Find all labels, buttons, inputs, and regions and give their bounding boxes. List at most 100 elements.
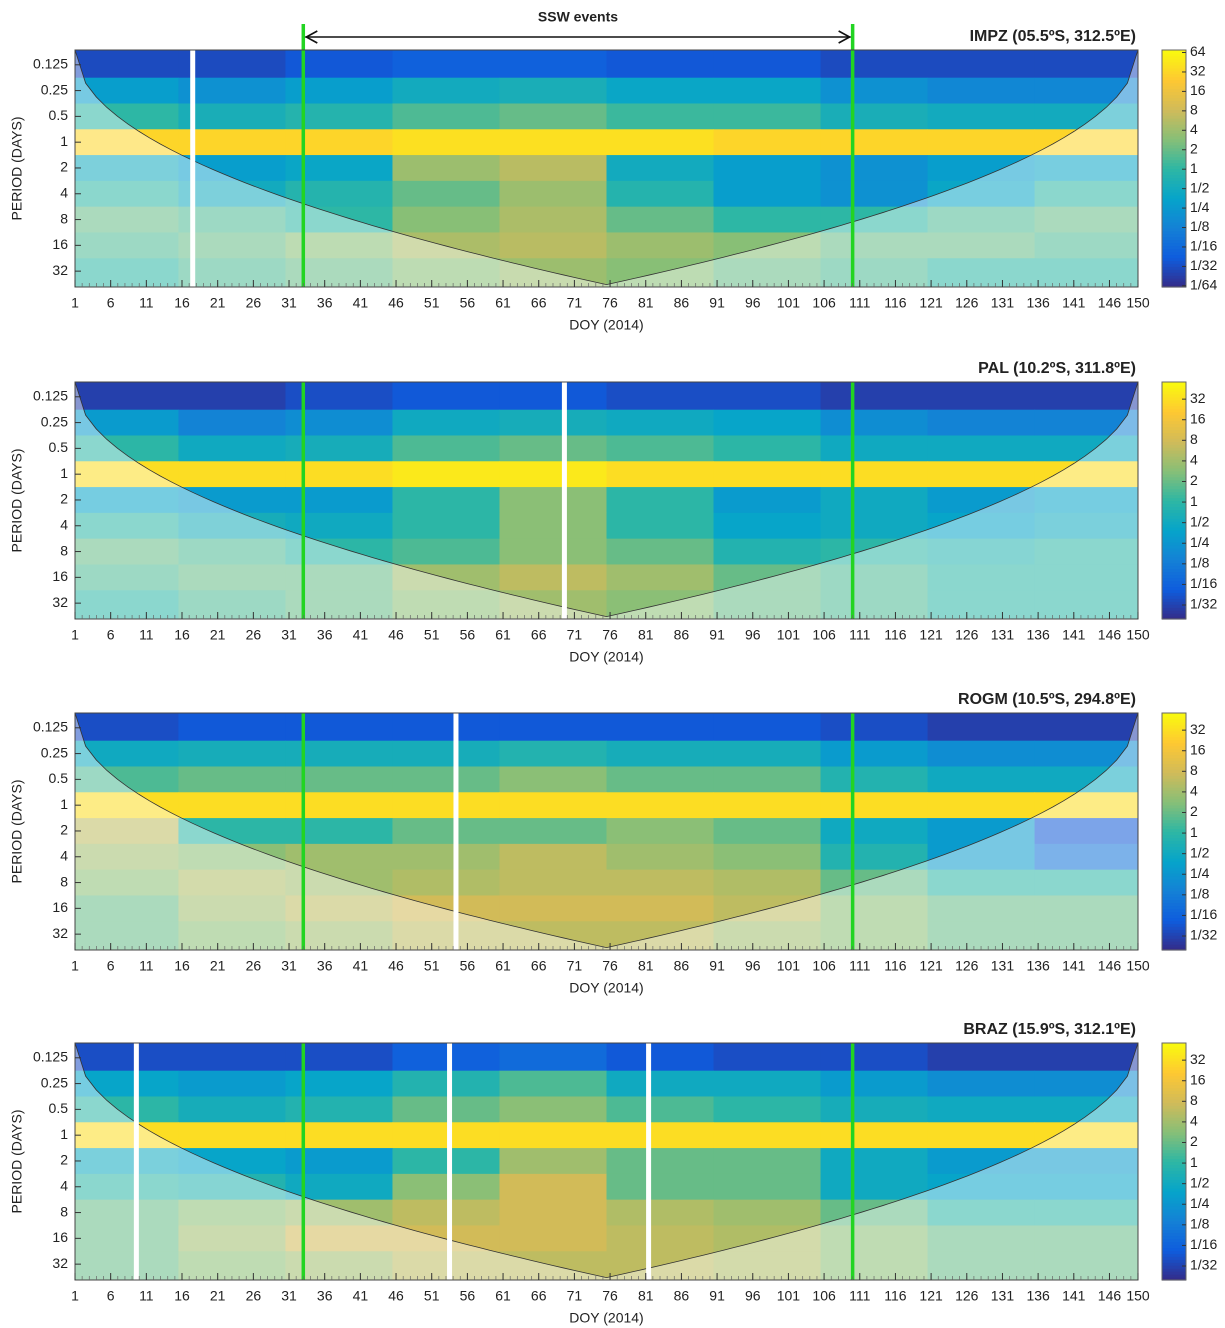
colorbar-step — [1162, 595, 1186, 599]
y-tick-label: 32 — [52, 262, 68, 278]
heatmap-cell — [1034, 77, 1138, 104]
x-tick-label: 41 — [353, 295, 369, 311]
heatmap-cell — [392, 564, 500, 591]
x-tick-label: 31 — [281, 295, 297, 311]
colorbar-tick-label: 1/8 — [1190, 1216, 1210, 1232]
heatmap-cell — [392, 155, 500, 182]
colorbar-step — [1162, 1087, 1186, 1091]
colorbar-tick-label: 1 — [1190, 493, 1198, 509]
heatmap-cell — [392, 50, 500, 79]
colorbar-step — [1162, 174, 1186, 178]
x-tick-label: 91 — [709, 295, 725, 311]
colorbar-tick-label: 1/8 — [1190, 218, 1210, 234]
colorbar-tick-label: 16 — [1190, 82, 1206, 98]
x-tick-label: 101 — [777, 627, 801, 643]
colorbar-step — [1162, 1247, 1186, 1251]
y-tick-label: 4 — [60, 516, 68, 532]
colorbar-step — [1162, 1048, 1186, 1053]
colorbar-step — [1162, 775, 1186, 779]
heatmap-cell — [392, 895, 500, 922]
colorbar-step — [1162, 423, 1186, 428]
data-gap — [133, 1043, 139, 1280]
heatmap-cell — [178, 713, 286, 742]
heatmap-cell — [75, 1199, 179, 1226]
colorbar-step — [1162, 944, 1186, 948]
x-tick-label: 71 — [567, 958, 583, 974]
heatmap-cell — [927, 1122, 1036, 1149]
heatmap-cell — [927, 1043, 1036, 1072]
heatmap-cell — [713, 180, 822, 208]
colorbar-step — [1162, 784, 1186, 788]
heatmap-cell — [820, 1122, 929, 1149]
x-tick-label: 36 — [317, 627, 333, 643]
colorbar-step — [1162, 1143, 1186, 1148]
heatmap-cell — [820, 843, 929, 871]
colorbar-step — [1162, 1277, 1186, 1281]
colorbar-step — [1162, 1262, 1186, 1266]
heatmap-cell — [499, 1148, 607, 1175]
colorbar-step — [1162, 497, 1186, 502]
colorbar-step — [1162, 1057, 1186, 1062]
y-tick-label: 4 — [60, 1177, 68, 1193]
x-tick-label: 81 — [638, 958, 654, 974]
y-tick-label: 4 — [60, 847, 68, 863]
colorbar-tick-label: 1/4 — [1190, 865, 1210, 881]
cone-outline — [75, 382, 1138, 618]
y-tick-label: 0.5 — [49, 439, 69, 455]
heatmap-cell — [75, 869, 179, 896]
heatmap-cell — [927, 461, 1036, 488]
heatmap-cell — [392, 1199, 500, 1226]
colorbar-step — [1162, 275, 1186, 279]
x-tick-label: 121 — [919, 295, 943, 311]
heatmap-cell — [1034, 232, 1138, 259]
colorbar-tick-label: 1/16 — [1190, 906, 1217, 922]
colorbar-step — [1162, 488, 1186, 493]
chart-title: PAL (10.2ºS, 311.8ºE) — [978, 360, 1136, 377]
x-tick-label: 146 — [1098, 295, 1122, 311]
colorbar-step — [1162, 1063, 1186, 1068]
colorbar-step — [1162, 144, 1186, 149]
heatmap-cell — [713, 538, 822, 565]
heatmap-cell — [499, 461, 607, 488]
x-tick-label: 66 — [531, 958, 547, 974]
colorbar-step — [1162, 278, 1186, 282]
colorbar-step — [1162, 1125, 1186, 1130]
colorbar-step — [1162, 1102, 1186, 1106]
colorbar-tick-label: 8 — [1190, 762, 1198, 778]
colorbar-step — [1162, 772, 1186, 776]
colorbar-step — [1162, 64, 1186, 69]
heatmap-cell — [392, 487, 500, 514]
colorbar-tick-label: 4 — [1190, 783, 1198, 799]
heatmap-cell — [392, 713, 500, 742]
heatmap-cell — [392, 1096, 500, 1123]
colorbar-step — [1162, 420, 1186, 425]
y-tick-label: 4 — [60, 184, 68, 200]
colorbar-step — [1162, 186, 1186, 190]
colorbar-step — [1162, 790, 1186, 794]
colorbar-step — [1162, 127, 1186, 131]
y-tick-label: 0.25 — [41, 1074, 68, 1090]
heatmap-cell — [75, 1173, 179, 1201]
x-axis-label: DOY (2014) — [569, 649, 643, 665]
heatmap-cell — [178, 538, 286, 565]
heatmap-cell — [927, 590, 1036, 619]
heatmap-cell — [178, 1251, 286, 1280]
x-tick-label: 86 — [674, 627, 690, 643]
y-tick-label: 32 — [52, 1255, 68, 1271]
x-tick-label: 1 — [71, 1288, 79, 1304]
y-axis-label: PERIOD (DAYS) — [9, 117, 25, 221]
heatmap-cell — [820, 713, 929, 742]
heatmap-cell — [927, 409, 1036, 436]
heatmap-cell — [1034, 50, 1138, 79]
colorbar-step — [1162, 106, 1186, 110]
heatmap-cell — [392, 538, 500, 565]
colorbar-step — [1162, 470, 1186, 475]
heatmap-cell — [820, 590, 929, 619]
heatmap-cell — [392, 1225, 500, 1252]
x-tick-label: 46 — [388, 627, 404, 643]
y-tick-label: 2 — [60, 1152, 68, 1168]
panel: 1 6 11 16 21 26 31 36 41 46 51 56 61 66 71 76 81 86 91 96 10… — [9, 1021, 1218, 1325]
heatmap-cell — [820, 409, 929, 436]
colorbar-step — [1162, 1137, 1186, 1142]
colorbar-step — [1162, 159, 1186, 164]
